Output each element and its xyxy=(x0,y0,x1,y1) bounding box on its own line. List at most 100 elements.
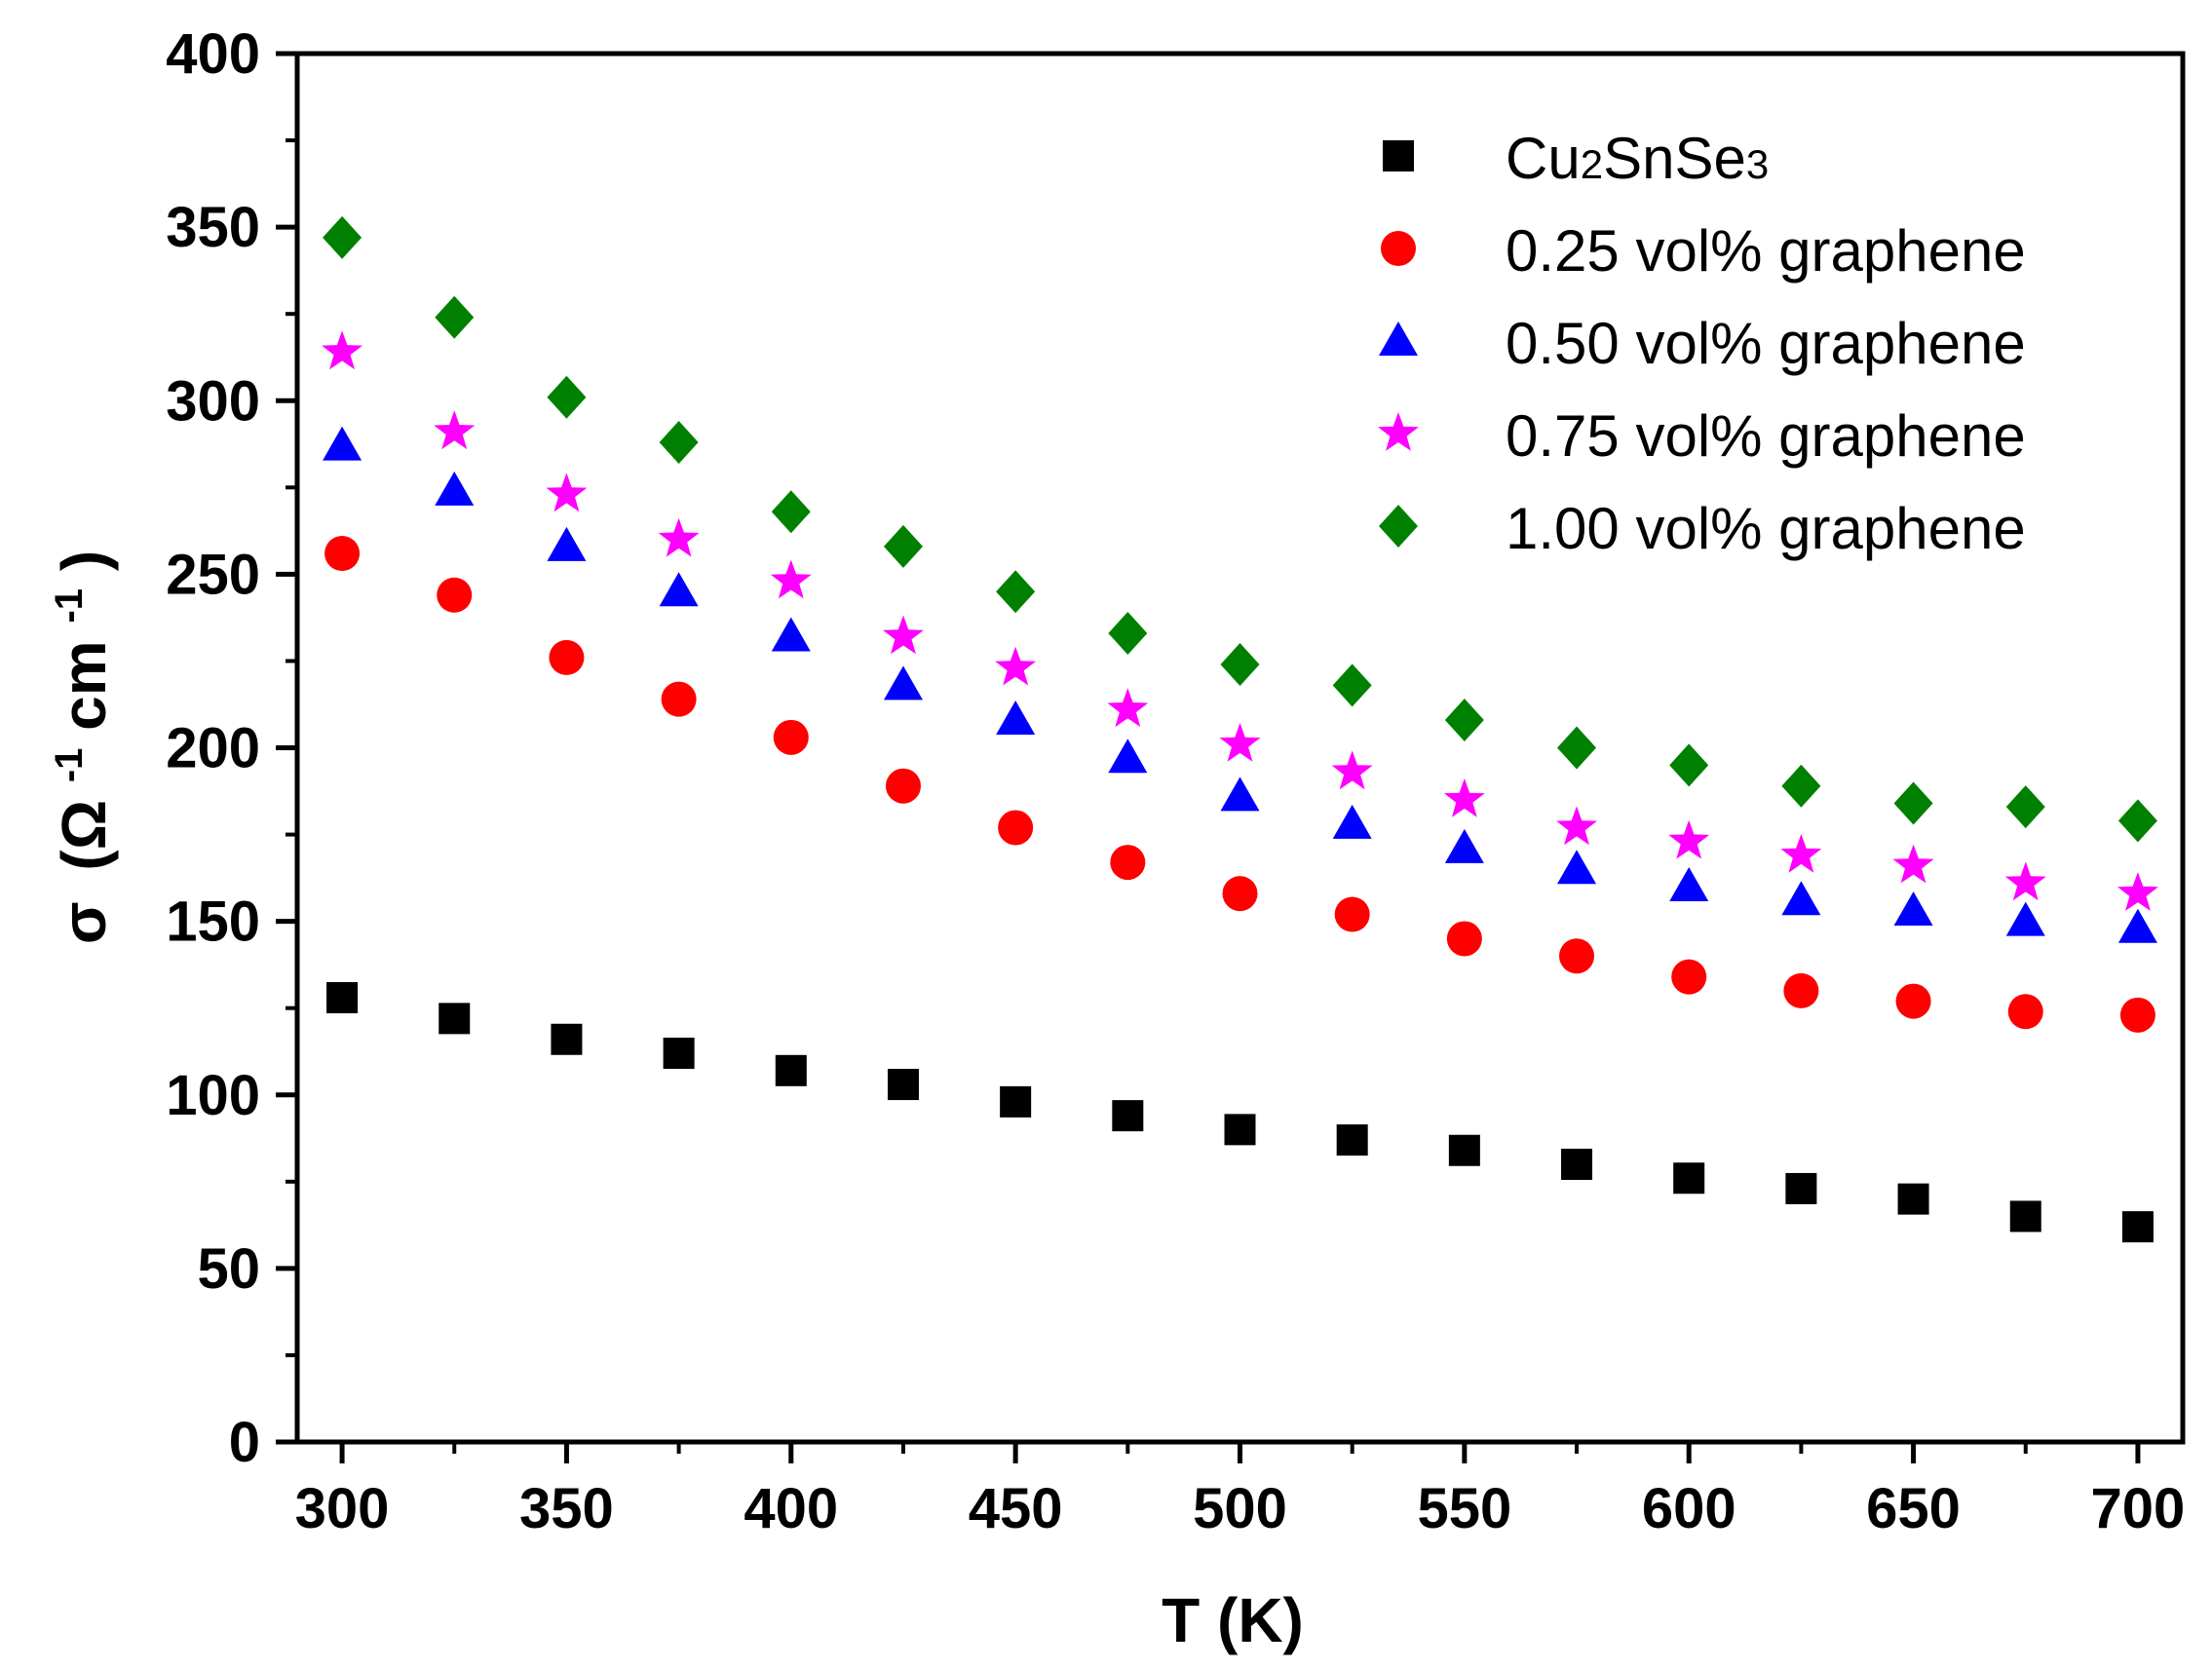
data-point xyxy=(1556,806,1597,846)
data-point xyxy=(323,426,362,461)
data-point xyxy=(1334,896,1370,932)
series-0 xyxy=(326,982,2154,1243)
data-point xyxy=(1557,850,1597,885)
data-point xyxy=(2007,994,2043,1030)
data-point xyxy=(1668,819,1710,859)
x-tick-label: 450 xyxy=(969,1477,1063,1540)
legend-label: 1.00 vol% graphene xyxy=(1506,496,2026,561)
data-point xyxy=(322,330,362,370)
legend-label: Cu2SnSe3 xyxy=(1506,126,1769,191)
data-point xyxy=(1331,750,1373,790)
data-markers xyxy=(322,215,2158,1243)
data-point xyxy=(883,665,923,701)
data-point xyxy=(323,215,362,259)
data-point xyxy=(1444,699,1484,741)
data-point xyxy=(1893,891,1933,926)
data-point xyxy=(1219,722,1261,762)
y-tick-label: 400 xyxy=(166,22,260,86)
data-point xyxy=(2005,901,2045,936)
data-point xyxy=(1224,1114,1256,1146)
data-point xyxy=(995,646,1037,686)
data-point xyxy=(551,1023,583,1055)
y-axis-sup1: -1 xyxy=(48,748,91,783)
y-tick-label: 100 xyxy=(166,1064,260,1127)
y-tick-label: 50 xyxy=(197,1237,260,1301)
data-point xyxy=(775,1054,807,1086)
data-point xyxy=(659,421,699,464)
y-axis-symbol: σ xyxy=(49,901,119,944)
y-axis-title: σ (Ω -1 cm -1 ) xyxy=(25,550,119,944)
data-point xyxy=(658,517,700,557)
data-point xyxy=(549,639,585,675)
data-point xyxy=(324,536,361,571)
data-point xyxy=(1220,643,1260,686)
legend-label: 0.25 vol% graphene xyxy=(1506,218,2026,284)
legend-label: 0.75 vol% graphene xyxy=(1506,403,2026,469)
data-point xyxy=(885,768,921,804)
y-axis: 0 50 100 150 200 250 300 350 400 xyxy=(166,22,297,1474)
series-2 xyxy=(323,426,2157,943)
x-tick-label: 350 xyxy=(519,1477,614,1540)
data-point xyxy=(326,982,359,1013)
x-tick-label: 600 xyxy=(1642,1477,1736,1540)
data-point xyxy=(1669,743,1709,787)
x-axis-title: T (K) xyxy=(1162,1585,1304,1655)
legend-marker xyxy=(1381,231,1416,266)
data-point xyxy=(1107,688,1149,728)
x-tick-label: 550 xyxy=(1417,1477,1511,1540)
data-point xyxy=(1336,1124,1368,1157)
data-point xyxy=(1332,664,1372,707)
data-point xyxy=(435,471,475,506)
legend-marker xyxy=(1379,505,1418,548)
data-point xyxy=(1781,764,1821,808)
data-point xyxy=(996,701,1036,735)
data-point xyxy=(2117,872,2158,911)
data-point xyxy=(2117,799,2157,843)
legend-marker xyxy=(1378,412,1419,451)
data-point xyxy=(1783,972,1819,1008)
data-point xyxy=(1785,1172,1817,1204)
data-point xyxy=(1892,844,1934,884)
series-4 xyxy=(323,215,2157,843)
data-point xyxy=(547,526,587,561)
data-point xyxy=(1557,726,1597,770)
x-tick-label: 700 xyxy=(2091,1477,2186,1540)
data-point xyxy=(547,375,587,419)
data-point xyxy=(1220,777,1260,812)
y-axis-sup2: -1 xyxy=(48,588,91,624)
data-point xyxy=(1673,1162,1705,1195)
data-point xyxy=(439,1003,471,1035)
data-point xyxy=(1108,739,1148,774)
y-tick-label: 350 xyxy=(166,196,260,259)
x-tick-label: 400 xyxy=(744,1477,838,1540)
data-point xyxy=(771,490,811,534)
legend-marker xyxy=(1379,322,1418,356)
series-1 xyxy=(324,536,2155,1033)
data-point xyxy=(2005,785,2045,829)
data-point xyxy=(770,559,812,599)
data-point xyxy=(1448,1134,1480,1166)
data-point xyxy=(1332,804,1372,839)
data-point xyxy=(1897,1183,1929,1215)
data-point xyxy=(1108,611,1148,655)
data-point xyxy=(1443,778,1485,817)
y-tick-label: 250 xyxy=(166,543,260,606)
data-point xyxy=(1671,959,1707,995)
y-axis-unit: cm xyxy=(49,640,119,731)
data-point xyxy=(996,570,1036,614)
data-point xyxy=(661,681,697,717)
data-point xyxy=(2119,997,2155,1033)
legend: Cu2SnSe3 0.25 vol% graphene 0.50 vol% grap… xyxy=(1378,126,2026,561)
data-point xyxy=(1669,867,1709,901)
data-point xyxy=(1781,881,1821,916)
data-point xyxy=(1895,983,1931,1019)
data-point xyxy=(883,524,923,568)
data-point xyxy=(2009,1200,2041,1233)
y-tick-label: 200 xyxy=(166,717,260,780)
legend-label: 0.50 vol% graphene xyxy=(1506,311,2026,376)
data-point xyxy=(659,572,699,607)
y-tick-label: 300 xyxy=(166,369,260,433)
data-point xyxy=(1561,1149,1593,1180)
legend-marker xyxy=(1383,140,1414,171)
